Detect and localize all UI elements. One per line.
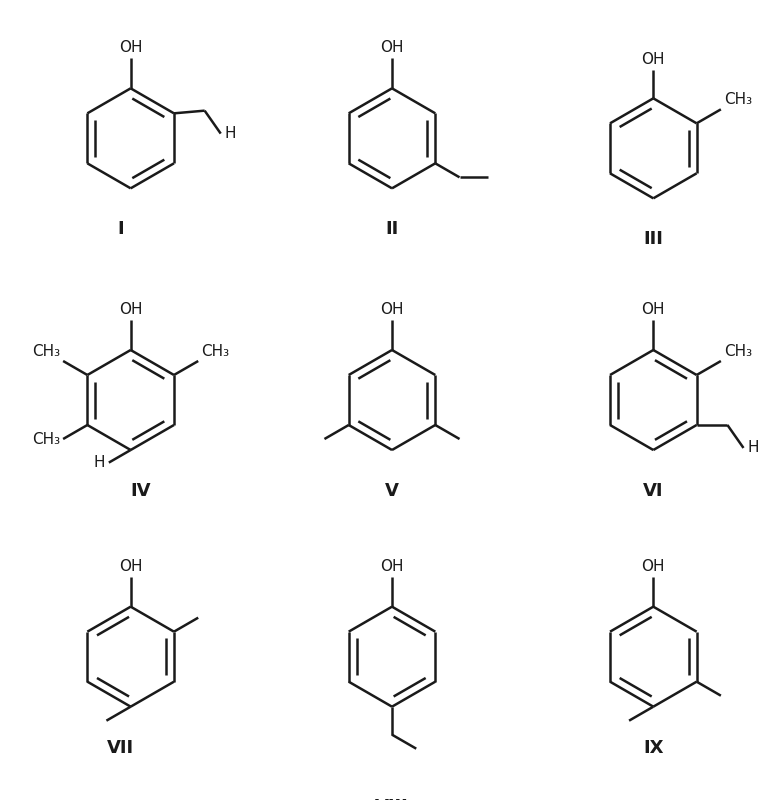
- Text: CH₃: CH₃: [724, 344, 752, 359]
- Text: VI: VI: [643, 482, 663, 500]
- Text: VIII: VIII: [375, 798, 409, 800]
- Text: OH: OH: [119, 40, 143, 55]
- Text: OH: OH: [641, 52, 665, 67]
- Text: OH: OH: [641, 558, 665, 574]
- Text: I: I: [118, 220, 124, 238]
- Text: OH: OH: [119, 558, 143, 574]
- Text: CH₃: CH₃: [32, 344, 60, 359]
- Text: OH: OH: [380, 558, 404, 574]
- Text: IX: IX: [643, 738, 663, 757]
- Text: III: III: [644, 230, 663, 248]
- Text: CH₃: CH₃: [201, 344, 230, 359]
- Text: OH: OH: [119, 302, 143, 317]
- Text: H: H: [747, 441, 759, 455]
- Text: V: V: [385, 482, 399, 500]
- Text: VII: VII: [107, 738, 134, 757]
- Text: OH: OH: [380, 302, 404, 317]
- Text: II: II: [386, 220, 398, 238]
- Text: OH: OH: [380, 40, 404, 55]
- Text: OH: OH: [641, 302, 665, 317]
- Text: H: H: [93, 455, 105, 470]
- Text: H: H: [225, 126, 236, 141]
- Text: IV: IV: [130, 482, 151, 500]
- Text: CH₃: CH₃: [32, 431, 60, 446]
- Text: CH₃: CH₃: [724, 92, 752, 107]
